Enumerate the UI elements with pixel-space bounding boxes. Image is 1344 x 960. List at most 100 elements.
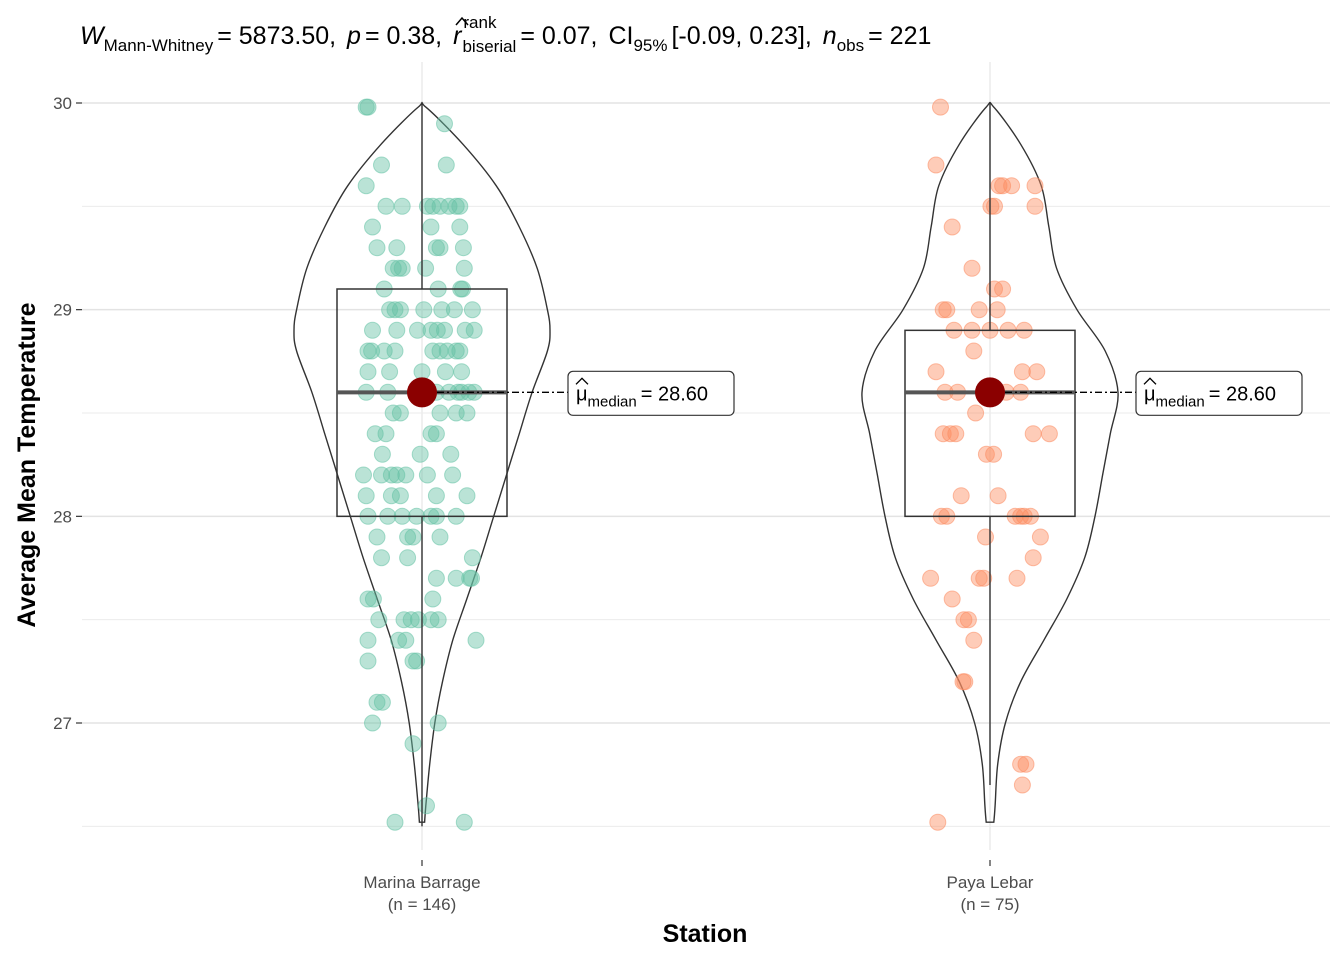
data-point bbox=[1008, 569, 1026, 587]
data-point bbox=[934, 425, 952, 443]
data-point bbox=[463, 549, 481, 567]
data-point bbox=[927, 156, 945, 174]
data-point bbox=[395, 611, 413, 629]
data-point bbox=[411, 445, 429, 463]
data-point bbox=[445, 301, 463, 319]
title-p-symbol: p bbox=[346, 22, 361, 50]
data-point bbox=[447, 197, 465, 215]
data-point bbox=[427, 487, 445, 505]
median-label-box bbox=[1135, 370, 1303, 416]
median-label-sub: median bbox=[1156, 393, 1205, 410]
data-point bbox=[433, 301, 451, 319]
data-point bbox=[444, 466, 462, 484]
data-point bbox=[422, 425, 440, 443]
data-point bbox=[409, 321, 426, 339]
data-point bbox=[938, 301, 956, 319]
data-point bbox=[929, 813, 947, 831]
data-point bbox=[391, 487, 409, 505]
data-point bbox=[373, 549, 390, 567]
data-point bbox=[397, 631, 415, 649]
data-point bbox=[427, 239, 445, 257]
data-point bbox=[373, 693, 391, 711]
data-point bbox=[1024, 549, 1042, 567]
data-point bbox=[357, 487, 375, 505]
data-point bbox=[428, 321, 446, 339]
title-w-sub: Mann-Whitney bbox=[104, 36, 214, 55]
x-tick-label: Marina Barrage bbox=[363, 873, 480, 892]
data-point bbox=[422, 321, 440, 339]
title-ci-sub: 95% bbox=[633, 36, 667, 55]
data-point bbox=[359, 98, 377, 116]
data-point bbox=[977, 445, 995, 463]
data-point bbox=[1040, 425, 1058, 443]
data-point bbox=[377, 425, 395, 443]
y-tick-label: 28 bbox=[53, 507, 72, 526]
data-point bbox=[408, 652, 426, 670]
median-label-sub: median bbox=[588, 393, 637, 410]
data-point bbox=[458, 487, 476, 505]
data-point bbox=[388, 466, 406, 484]
data-point bbox=[373, 445, 391, 463]
median-label: μmedian = 28.60 bbox=[567, 370, 735, 416]
data-point bbox=[373, 156, 390, 174]
data-point bbox=[375, 342, 393, 360]
data-point bbox=[442, 445, 460, 463]
data-point bbox=[967, 404, 985, 422]
data-point bbox=[436, 363, 454, 381]
data-point bbox=[1013, 363, 1031, 381]
data-point bbox=[377, 197, 395, 215]
data-point bbox=[388, 239, 406, 257]
x-tick-count-label: (n = 75) bbox=[960, 895, 1019, 914]
data-point bbox=[429, 714, 447, 732]
data-point bbox=[381, 363, 399, 381]
data-point bbox=[364, 590, 382, 608]
data-point bbox=[943, 218, 961, 236]
data-point bbox=[1031, 528, 1049, 546]
data-point bbox=[418, 797, 435, 815]
data-point bbox=[970, 569, 988, 587]
data-point bbox=[431, 239, 449, 257]
data-point bbox=[359, 652, 377, 670]
data-point bbox=[399, 549, 417, 567]
data-point bbox=[965, 631, 983, 649]
data-point bbox=[451, 218, 469, 236]
data-point bbox=[947, 425, 965, 443]
median-point bbox=[975, 377, 1005, 408]
data-point bbox=[438, 342, 456, 360]
data-point bbox=[422, 611, 440, 629]
data-point bbox=[413, 363, 431, 381]
axis-layer: 27 28 29 30 Marina Barrage (n = 146) Paya Leba… bbox=[53, 94, 1034, 914]
data-point bbox=[463, 569, 480, 587]
title-ci-symbol: CI bbox=[608, 22, 633, 50]
data-point bbox=[393, 259, 411, 277]
data-point bbox=[458, 404, 476, 422]
data-point bbox=[364, 714, 381, 732]
data-point bbox=[1028, 363, 1046, 381]
title-n-sub: obs bbox=[837, 36, 864, 55]
data-point bbox=[431, 197, 449, 215]
data-point bbox=[963, 259, 981, 277]
median-label-symbol: μ bbox=[1144, 383, 1156, 405]
data-point bbox=[386, 813, 404, 831]
data-point bbox=[368, 528, 386, 546]
data-point bbox=[1013, 776, 1031, 794]
data-point bbox=[975, 569, 993, 587]
data-point bbox=[456, 321, 474, 339]
data-point bbox=[368, 239, 386, 257]
label-layer: μmedian = 28.60 μmedian = 28.60 bbox=[407, 370, 1303, 416]
data-point bbox=[364, 321, 381, 339]
data-point bbox=[384, 404, 402, 422]
data-point bbox=[399, 528, 417, 546]
violin-layer bbox=[293, 101, 1119, 823]
data-point bbox=[422, 218, 440, 236]
data-point bbox=[436, 321, 453, 339]
data-point bbox=[427, 569, 445, 587]
data-point bbox=[934, 301, 952, 319]
title-r-sub: biserial bbox=[462, 37, 516, 56]
data-point bbox=[424, 590, 442, 608]
data-point bbox=[429, 611, 447, 629]
x-axis-title: Station bbox=[663, 920, 748, 948]
data-point bbox=[431, 342, 449, 360]
data-point bbox=[415, 301, 433, 319]
